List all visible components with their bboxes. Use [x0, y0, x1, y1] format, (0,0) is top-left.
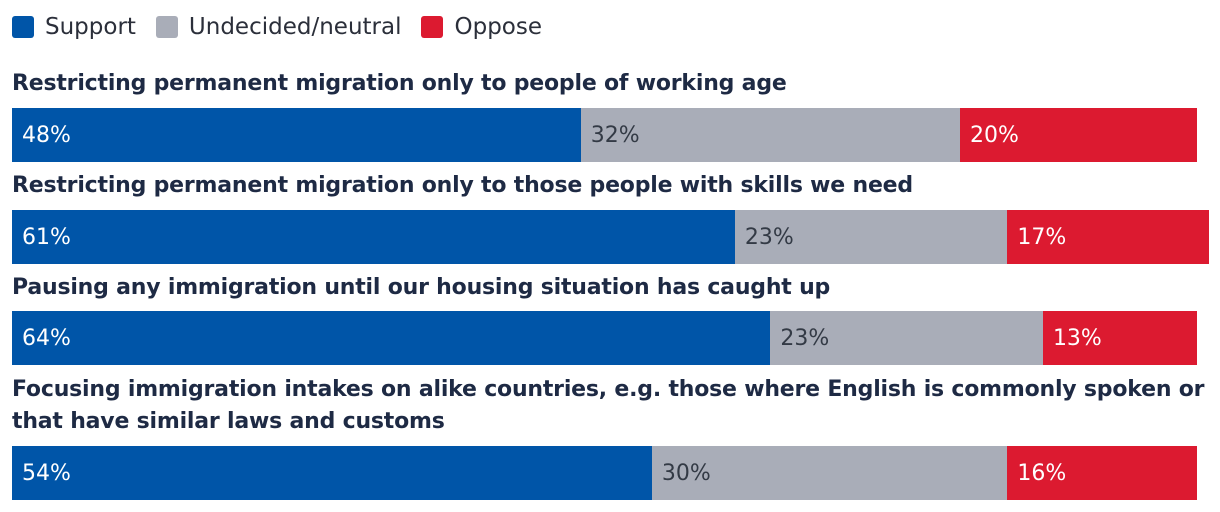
legend-item-oppose: Oppose [421, 14, 542, 40]
legend-label-support: Support [45, 14, 136, 40]
bar-row-1: 48% 32% 20% [12, 108, 1197, 162]
data-label-oppose-row-3: 13% [1052, 325, 1102, 351]
legend-swatch-neutral [155, 16, 178, 38]
chart-legend: Support Undecided/neutral Oppose [12, 12, 562, 42]
bar-row-4: 54% 30% 16% [12, 446, 1197, 500]
bar-segment-support-row-2: 61% [12, 210, 735, 264]
bar-row-3: 64% 23% 13% [12, 311, 1197, 365]
legend-swatch-support [12, 16, 34, 38]
legend-label-oppose: Oppose [454, 14, 542, 40]
bar-segment-oppose-row-3: 13% [1042, 311, 1197, 365]
legend-item-neutral: Undecided/neutral [155, 14, 402, 40]
bar-segment-support-row-4: 54% [12, 446, 652, 500]
row-title-2: Restricting permanent migration only to … [12, 173, 913, 198]
data-label-oppose-row-1: 20% [969, 122, 1019, 148]
data-label-support-row-2: 61% [22, 224, 71, 250]
data-label-oppose-row-2: 17% [1017, 224, 1067, 250]
bar-segment-support-row-1: 48% [12, 108, 581, 162]
row-title-3: Pausing any immigration until our housin… [12, 275, 831, 300]
row-title-4: Focusing immigration intakes on alike co… [12, 377, 1205, 434]
bar-segment-support-row-3: 64% [12, 311, 771, 365]
legend-item-support: Support [12, 14, 136, 40]
data-label-neutral-row-2: 23% [744, 224, 794, 250]
bar-segment-neutral-row-4: 30% [651, 446, 1008, 500]
bar-segment-oppose-row-4: 16% [1007, 446, 1197, 500]
data-label-support-row-3: 64% [22, 325, 71, 351]
bar-segment-neutral-row-2: 23% [734, 210, 1008, 264]
legend-swatch-oppose [421, 16, 444, 38]
data-label-oppose-row-4: 16% [1017, 460, 1067, 486]
data-label-neutral-row-4: 30% [661, 460, 711, 486]
bar-segment-neutral-row-1: 32% [580, 108, 960, 162]
bar-segment-oppose-row-2: 17% [1007, 210, 1209, 264]
bar-segment-oppose-row-1: 20% [959, 108, 1197, 162]
data-label-neutral-row-3: 23% [780, 325, 830, 351]
data-label-support-row-4: 54% [22, 460, 71, 486]
row-title-1: Restricting permanent migration only to … [12, 71, 787, 96]
bar-row-2: 61% 23% 17% [12, 210, 1209, 264]
legend-label-neutral: Undecided/neutral [188, 14, 402, 40]
bar-segment-neutral-row-3: 23% [770, 311, 1043, 365]
data-label-neutral-row-1: 32% [590, 122, 640, 148]
data-label-support-row-1: 48% [22, 122, 71, 148]
